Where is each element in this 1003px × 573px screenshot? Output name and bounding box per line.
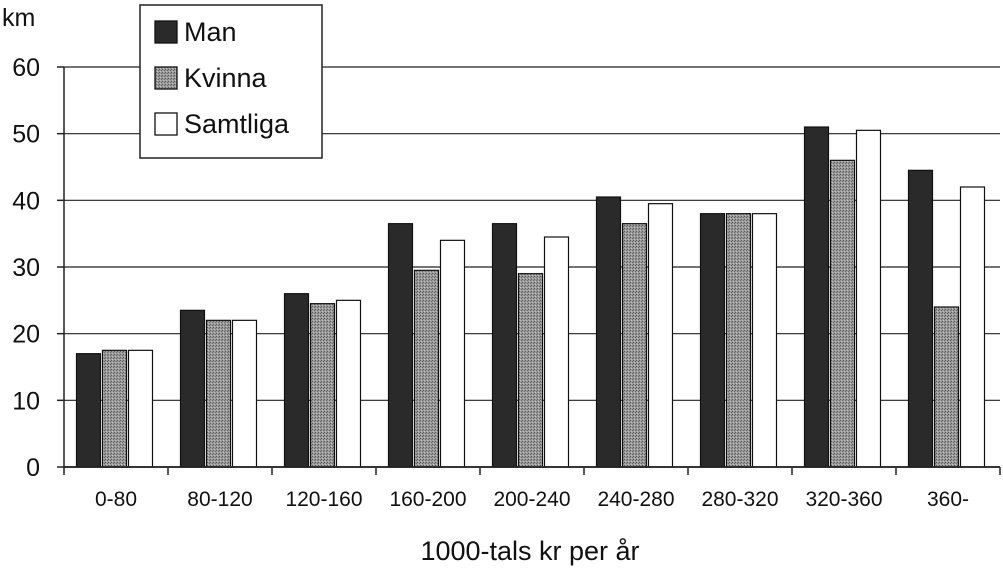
bar-man-80-120 — [179, 309, 206, 468]
bar-man-200-240 — [491, 223, 518, 468]
x-tick-label: 160-200 — [389, 488, 466, 511]
legend-swatch-samtliga — [154, 112, 178, 136]
x-tick-label: 280-320 — [701, 488, 778, 511]
bar-man-240-280 — [595, 196, 622, 468]
x-axis: 0-80 80-120 120-160 160-200 200-240 240-280 28… — [63, 466, 1001, 511]
bar-samtliga-80-120 — [231, 319, 258, 468]
bar-kvinna-280-320 — [725, 213, 752, 468]
bar-samtliga-200-240 — [543, 236, 570, 468]
x-tick-label: 200-240 — [493, 488, 570, 511]
y-tick-label: 20 — [12, 321, 40, 349]
y-unit-label: km — [2, 4, 35, 32]
y-tick-label: 30 — [12, 254, 40, 282]
bar-kvinna-240-280 — [621, 223, 648, 468]
y-axis: 0 10 20 30 40 50 60 — [12, 54, 65, 482]
bar-samtliga-280-320 — [751, 213, 778, 468]
legend-swatch-kvinna — [154, 66, 178, 90]
legend-swatch-man — [154, 20, 178, 44]
legend-label-kvinna: Kvinna — [184, 63, 268, 93]
bar-samtliga-320-360 — [855, 129, 882, 468]
bar-man-360- — [907, 169, 934, 468]
x-tick-label: 360- — [927, 488, 969, 511]
bar-man-120-160 — [283, 293, 310, 468]
bar-kvinna-80-120 — [205, 319, 232, 468]
bar-kvinna-160-200 — [413, 269, 440, 468]
bar-samtliga-360- — [959, 186, 986, 468]
bar-man-280-320 — [699, 213, 726, 468]
bar-samtliga-120-160 — [335, 299, 362, 468]
y-tick-label: 0 — [26, 454, 40, 482]
bar-kvinna-120-160 — [309, 303, 336, 468]
x-tick-label: 320-360 — [805, 488, 882, 511]
x-tick-label: 0-80 — [95, 488, 137, 511]
bar-kvinna-360- — [933, 306, 960, 468]
y-tick-label: 10 — [12, 387, 40, 415]
bar-kvinna-320-360 — [829, 159, 856, 468]
y-tick-label: 40 — [12, 187, 40, 215]
legend-label-man: Man — [184, 17, 237, 47]
x-tick-label: 120-160 — [285, 488, 362, 511]
bar-man-0-80 — [75, 353, 102, 468]
bar-man-320-360 — [803, 126, 830, 468]
bar-samtliga-240-280 — [647, 203, 674, 468]
bar-samtliga-0-80 — [127, 349, 154, 468]
x-tick-label: 80-120 — [187, 488, 252, 511]
bars — [75, 126, 986, 468]
bar-man-160-200 — [387, 223, 414, 468]
legend-label-samtliga: Samtliga — [184, 109, 290, 139]
bar-samtliga-160-200 — [439, 239, 466, 468]
x-tick-label: 240-280 — [597, 488, 674, 511]
legend: Man Kvinna Samtliga — [139, 4, 323, 159]
y-tick-label: 50 — [12, 121, 40, 149]
y-tick-label: 60 — [12, 54, 40, 82]
x-axis-label: 1000-tals kr per år — [420, 536, 639, 566]
bar-kvinna-0-80 — [101, 349, 128, 468]
bar-kvinna-200-240 — [517, 273, 544, 468]
